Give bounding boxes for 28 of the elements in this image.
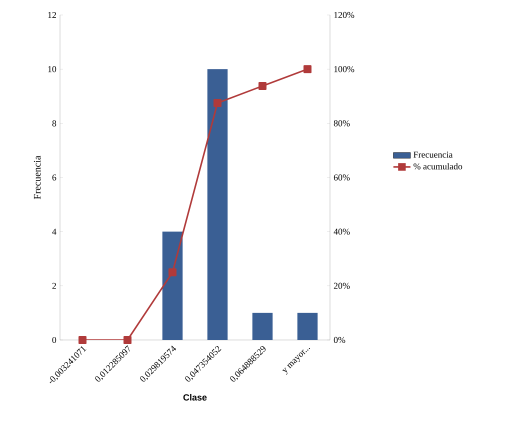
y-tick-label: 10 [48,66,56,72]
y2-tick-label: 120% [334,12,354,18]
point [214,99,222,108]
point [168,268,176,276]
bar [252,312,273,340]
y2-tick-label: 80% [334,120,350,126]
bar [297,312,318,340]
y-tick-label: 0 [52,336,56,344]
legend-label: Frecuencia [414,152,453,158]
y2-tick-label: 100% [334,66,354,72]
bar [207,69,228,340]
y2-tick-label: 0% [334,336,346,344]
y2-tick-label: 60% [334,174,350,181]
y-tick-label: 8 [52,120,56,126]
y-tick-label: 4 [52,228,56,235]
point [124,336,132,344]
legend-label: % acumulado [414,163,462,170]
y-axis-title: Frecuencia [34,156,41,200]
point [258,82,266,90]
y-tick-label: 12 [48,12,56,18]
point [78,336,87,344]
y2-tick-label: 40% [334,228,350,235]
x-axis-title: Clase [183,394,207,401]
point [303,65,312,74]
bar [162,232,183,340]
y-tick-label: 6 [52,174,56,181]
y2-tick-label: 20% [334,282,350,289]
y-tick-label: 2 [52,282,56,289]
